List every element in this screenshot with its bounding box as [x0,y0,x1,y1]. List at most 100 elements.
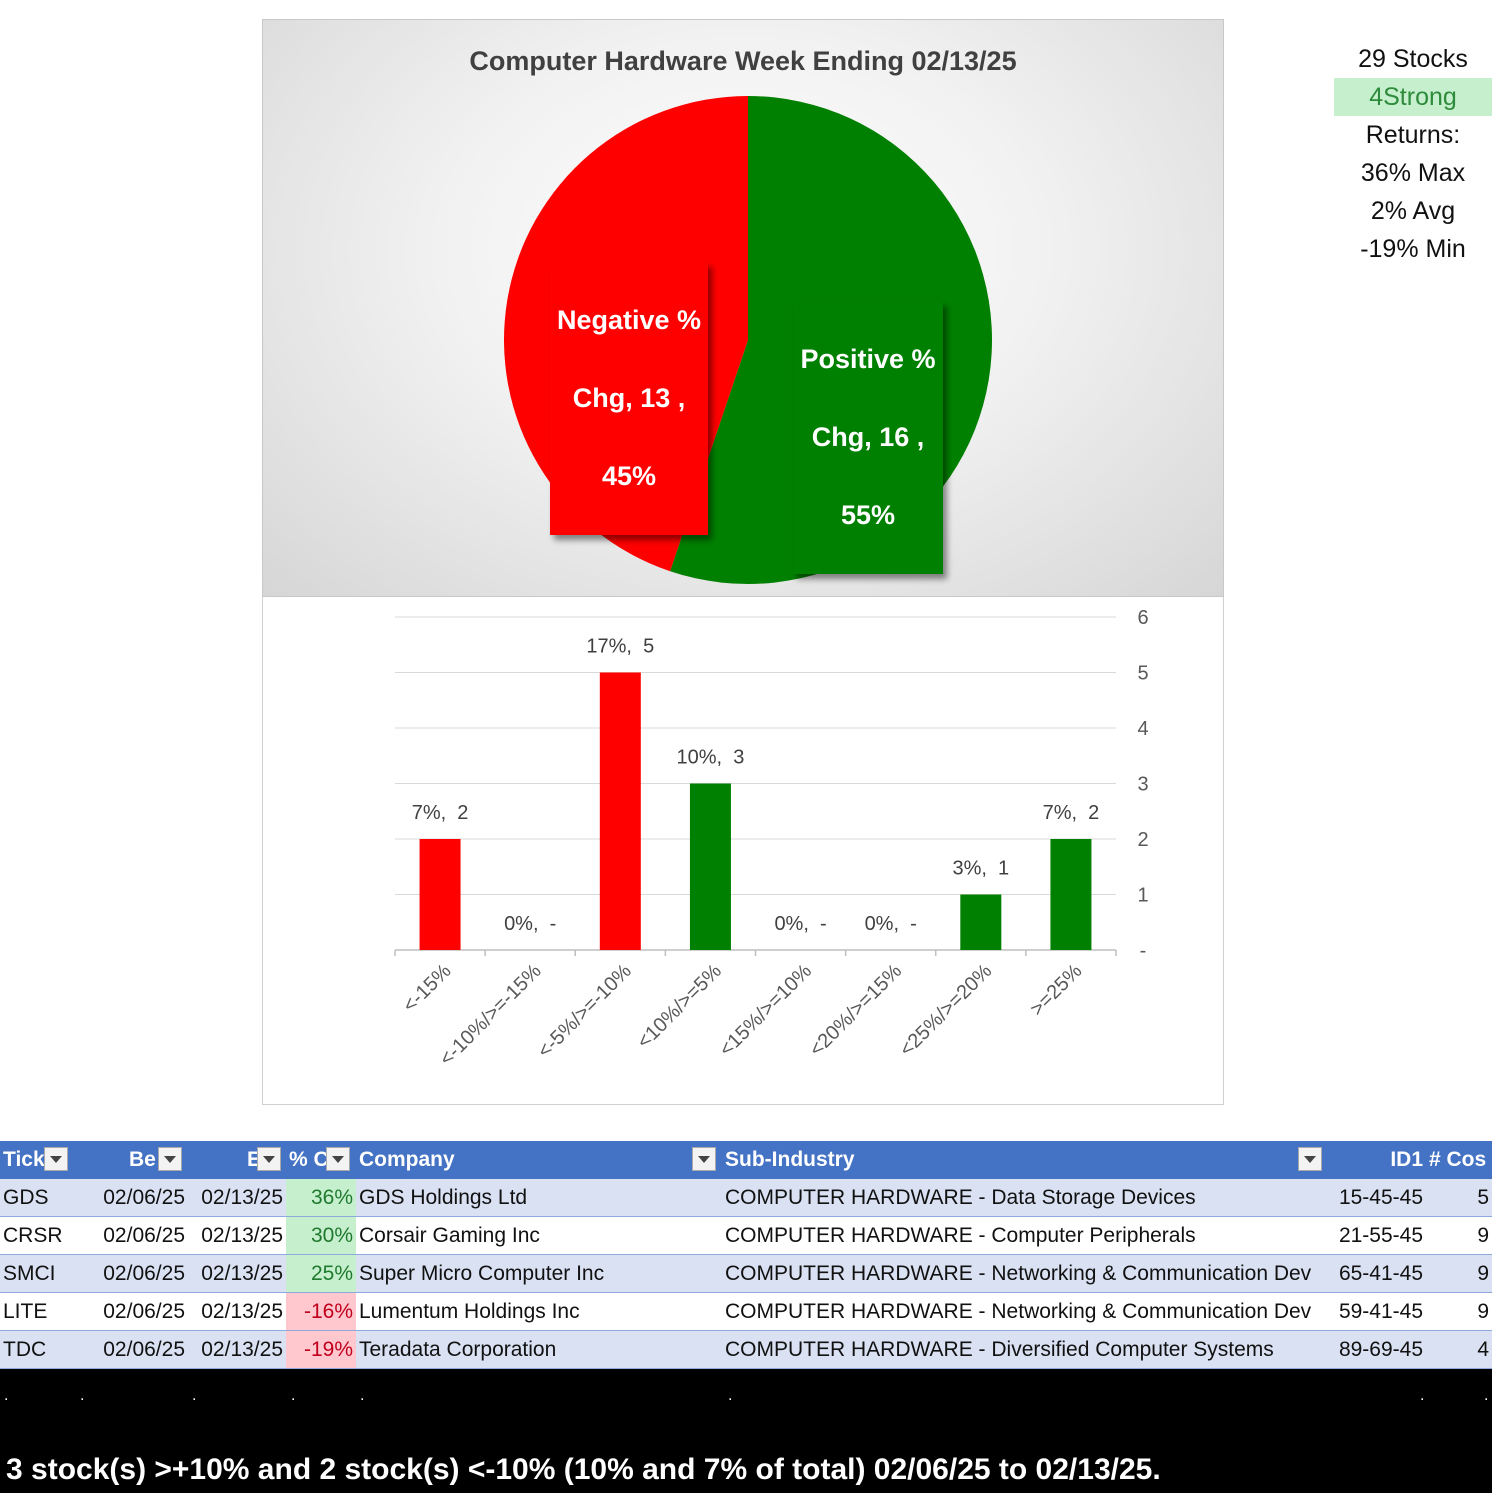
table-row[interactable]: SMCI 02/06/25 02/13/25 25% Super Micro Compu… [0,1254,1492,1293]
table-row[interactable]: GDS 02/06/25 02/13/25 36% GDS Holdings Ltd CO… [0,1179,1492,1217]
cell-cos[interactable]: 9 [1426,1254,1492,1293]
stat-strong: 4Strong [1334,78,1492,116]
cell-ticker[interactable]: SMCI [0,1254,76,1293]
header-ticker[interactable]: Tick [0,1141,76,1179]
footer-dot: . [1484,1387,1489,1404]
pie-label-positive-line: Chg, 16 , [811,422,925,452]
cell-chg[interactable]: -16% [286,1292,356,1331]
filter-dropdown-icon[interactable] [1298,1147,1322,1171]
cell-chg[interactable]: 36% [286,1179,356,1217]
header-chg-label: % C [289,1148,329,1171]
cell-end[interactable]: 02/13/25 [188,1216,286,1255]
cell-end[interactable]: 02/13/25 [188,1254,286,1293]
cell-company[interactable]: GDS Holdings Ltd [356,1179,722,1217]
stock-table: Tick Be E % C Company [0,1141,1492,1369]
cell-sub[interactable]: COMPUTER HARDWARE - Networking & Communi… [722,1254,1332,1293]
cell-sub[interactable]: COMPUTER HARDWARE - Diversified Computer… [722,1330,1332,1369]
bar-category-label: <25%/>=20% [895,960,996,1061]
cell-chg[interactable]: 25% [286,1254,356,1293]
header-company-label: Company [359,1148,455,1171]
stats-box: 29 Stocks 4Strong Returns: 36% Max 2% Av… [1334,40,1492,268]
bar-category-label: <20%/>=15% [805,960,906,1061]
header-end[interactable]: E [188,1141,286,1179]
cell-sub[interactable]: COMPUTER HARDWARE - Networking & Communi… [722,1292,1332,1331]
table-header-row: Tick Be E % C Company [0,1141,1492,1179]
bar-y-tick-label: - [1140,940,1147,962]
bar-data-label: 0%, - [504,913,556,935]
header-cos-label: # Cos [1429,1148,1487,1171]
pie-label-positive-line: Positive % [800,344,936,374]
bar [599,672,641,950]
pie-chart-panel: Computer Hardware Week Ending 02/13/25 N… [262,19,1224,597]
bar-chart-panel: -1 2 3 4 5 6 7%, 2 <-15% 0%, - <-10%/>=-15% 17%, 5… [262,597,1224,1105]
cell-begin[interactable]: 02/06/25 [76,1254,188,1293]
footer-dot: . [728,1387,733,1404]
cell-sub[interactable]: COMPUTER HARDWARE - Data Storage Devices [722,1179,1332,1217]
header-begin[interactable]: Be [76,1141,188,1179]
cell-cos[interactable]: 4 [1426,1330,1492,1369]
bar-y-tick-label: 3 [1137,774,1148,796]
footer-dot: . [291,1387,296,1404]
cell-chg[interactable]: 30% [286,1216,356,1255]
bar-data-label: 0%, - [865,913,917,935]
header-begin-label: Be [129,1148,156,1171]
filter-dropdown-icon[interactable] [257,1147,281,1171]
table-row[interactable]: CRSR 02/06/25 02/13/25 30% Corsair Gaming In… [0,1216,1492,1255]
cell-company[interactable]: Super Micro Computer Inc [356,1254,722,1293]
filter-dropdown-icon[interactable] [158,1147,182,1171]
cell-ticker[interactable]: GDS [0,1179,76,1217]
pie-label-negative-line: Chg, 13 , [572,383,686,413]
cell-end[interactable]: 02/13/25 [188,1330,286,1369]
header-company[interactable]: Company [356,1141,722,1179]
pie-label-positive-line: 55% [840,500,896,530]
bar-data-label: 17%, 5 [586,636,654,658]
cell-id[interactable]: 89-69-45 [1332,1330,1426,1369]
header-cos[interactable]: # Cos [1426,1141,1492,1179]
cell-begin[interactable]: 02/06/25 [76,1292,188,1331]
filter-dropdown-icon[interactable] [44,1147,68,1171]
pie-label-negative: Negative % Chg, 13 , 45% [550,262,708,535]
cell-cos[interactable]: 9 [1426,1292,1492,1331]
cell-ticker[interactable]: TDC [0,1330,76,1369]
cell-begin[interactable]: 02/06/25 [76,1216,188,1255]
cell-id[interactable]: 59-41-45 [1332,1292,1426,1331]
cell-cos[interactable]: 9 [1426,1216,1492,1255]
bar-data-label: 3%, 1 [952,858,1009,880]
cell-company[interactable]: Teradata Corporation [356,1330,722,1369]
table-row[interactable]: LITE 02/06/25 02/13/25 -16% Lumentum Holding… [0,1292,1492,1331]
cell-sub[interactable]: COMPUTER HARDWARE - Computer Peripherals [722,1216,1332,1255]
cell-begin[interactable]: 02/06/25 [76,1179,188,1217]
pie-label-negative-line: Negative % [556,305,702,335]
header-sub-industry-label: Sub-Industry [725,1148,855,1171]
cell-id[interactable]: 65-41-45 [1332,1254,1426,1293]
filter-dropdown-icon[interactable] [692,1147,716,1171]
pie-chart-title: Computer Hardware Week Ending 02/13/25 [469,46,1017,76]
footer-dot: . [192,1387,197,1404]
table-row[interactable]: TDC 02/06/25 02/13/25 -19% Teradata Corporat… [0,1330,1492,1369]
bar-category-label: <15%/>=10% [715,960,816,1061]
bar-data-label: 10%, 3 [677,747,745,769]
cell-ticker[interactable]: LITE [0,1292,76,1331]
cell-chg[interactable]: -19% [286,1330,356,1369]
header-id[interactable]: ID1 [1332,1141,1426,1179]
pie-label-negative-line: 45% [601,461,657,491]
cell-id[interactable]: 15-45-45 [1332,1179,1426,1217]
cell-cos[interactable]: 5 [1426,1179,1492,1217]
header-sub-industry[interactable]: Sub-Industry [722,1141,1332,1179]
cell-company[interactable]: Lumentum Holdings Inc [356,1292,722,1331]
bar-category-label: <-5%/>=-10% [533,960,636,1063]
cell-begin[interactable]: 02/06/25 [76,1330,188,1369]
filter-dropdown-icon[interactable] [326,1147,350,1171]
summary-footer: . . . . . . . . 3 stock(s) >+10% and 2 s… [0,1369,1492,1493]
header-chg[interactable]: % C [286,1141,356,1179]
stat-avg: 2% Avg [1370,197,1456,225]
cell-end[interactable]: 02/13/25 [188,1292,286,1331]
footer-dot: . [1420,1387,1425,1404]
cell-end[interactable]: 02/13/25 [188,1179,286,1217]
cell-id[interactable]: 21-55-45 [1332,1216,1426,1255]
header-id-label: ID1 [1390,1148,1423,1171]
cell-ticker[interactable]: CRSR [0,1216,76,1255]
bar-y-tick-label: 5 [1137,663,1148,685]
cell-company[interactable]: Corsair Gaming Inc [356,1216,722,1255]
bar-y-tick-label: 6 [1137,607,1148,629]
